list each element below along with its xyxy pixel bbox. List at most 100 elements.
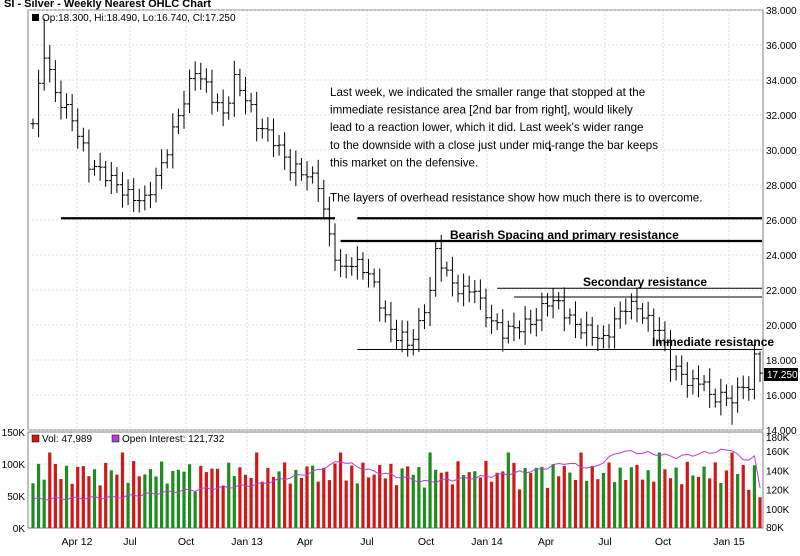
ohlc-bar xyxy=(500,309,506,352)
date-tick-label: Oct xyxy=(418,536,434,548)
ohlc-bar xyxy=(623,298,629,325)
ohlc-bar xyxy=(438,234,444,282)
volume-bar xyxy=(512,462,516,528)
oi-legend-swatch xyxy=(111,434,120,443)
ohlc-bar xyxy=(522,305,528,345)
ohlc-bar xyxy=(254,91,260,142)
ohlc-bar xyxy=(215,93,221,112)
ohlc-bar xyxy=(701,375,707,392)
date-tick-label: Apr xyxy=(297,536,314,548)
ohlc-bar xyxy=(203,68,209,93)
volume-bar xyxy=(579,452,583,528)
ohlc-bar xyxy=(656,317,662,344)
date-tick-label: Apr 12 xyxy=(62,536,93,548)
ohlc-bar xyxy=(248,92,254,113)
volume-bar xyxy=(199,465,203,528)
volume-bar xyxy=(294,469,298,528)
ohlc-bar xyxy=(298,158,304,181)
ohlc-open: Op:18.300 xyxy=(42,13,89,24)
ohlc-bar xyxy=(349,257,355,276)
ohlc-bar xyxy=(220,89,226,127)
ohlc-bar xyxy=(30,118,36,129)
volume-tick-label: 150K xyxy=(2,428,26,439)
ohlc-bar xyxy=(382,300,388,323)
ohlc-bar xyxy=(640,303,646,324)
ohlc-bar xyxy=(103,161,109,187)
annotation-line: The layers of overhead resistance show h… xyxy=(330,192,702,205)
ohlc-bar xyxy=(388,301,394,343)
volume-bar xyxy=(422,487,427,528)
date-tick-label: Jan 15 xyxy=(713,536,745,548)
date-tick-label: Jan 14 xyxy=(471,536,503,548)
ohlc-bar xyxy=(198,62,204,90)
ohlc-bar xyxy=(243,76,249,115)
ohlc-bar xyxy=(114,167,120,193)
ohlc-bar xyxy=(92,159,98,176)
ohlc-bar xyxy=(489,304,495,334)
volume-bar xyxy=(232,476,236,528)
volume-bar xyxy=(406,466,410,528)
volume-bar xyxy=(624,479,628,528)
volume-bar xyxy=(210,468,214,528)
ohlc-bar xyxy=(153,167,159,203)
volume-bar xyxy=(540,466,544,528)
volume-bar xyxy=(724,470,729,528)
ohlc-bar xyxy=(483,288,489,328)
ohlc-bar xyxy=(679,355,685,386)
ohlc-bar xyxy=(735,377,741,413)
volume-bar xyxy=(478,477,482,528)
ohlc-bar xyxy=(751,343,757,400)
volume-bar xyxy=(568,472,572,528)
ohlc-bar xyxy=(595,324,601,352)
price-tick-label: 22.000 xyxy=(766,286,797,297)
volume-bar xyxy=(176,469,180,528)
resistance-lines: Bearish Spacing and primary resistance Se… xyxy=(60,217,774,350)
ohlc-bar xyxy=(175,108,181,134)
ohlc-bar xyxy=(97,152,103,181)
ohlc-bar xyxy=(36,69,42,138)
volume-bar xyxy=(696,476,701,528)
volume-bar xyxy=(400,468,404,528)
oi-tick-label: 180K xyxy=(766,433,790,444)
annotation-dot xyxy=(549,148,551,151)
ohlc-bar xyxy=(690,369,696,395)
volume-bar xyxy=(758,497,762,528)
ohlc-bar xyxy=(310,166,316,184)
ohlc-bar xyxy=(86,129,92,183)
ohlc-bar xyxy=(265,117,271,142)
volume-bar xyxy=(215,468,220,528)
volume-bar xyxy=(529,473,533,528)
volume-bar xyxy=(115,474,119,528)
volume-bar xyxy=(495,472,499,528)
volume-bar xyxy=(708,478,712,528)
volume-bar xyxy=(517,489,522,528)
ohlc-bar xyxy=(410,329,416,356)
ohlc-bar xyxy=(740,375,746,400)
volume-bar xyxy=(657,452,661,528)
volume-bar xyxy=(271,476,276,528)
volume-bar xyxy=(674,467,678,528)
volume-bar xyxy=(350,465,354,528)
ohlc-bar xyxy=(41,18,47,91)
volume-bar xyxy=(260,481,264,528)
volume-bar xyxy=(506,452,510,528)
price-tick-label: 36.000 xyxy=(766,41,797,52)
volume-bar xyxy=(730,452,734,528)
ohlc-bar xyxy=(533,308,539,337)
ohlc-bar xyxy=(695,365,701,398)
ohlc-bar xyxy=(405,320,411,357)
volume-bar xyxy=(338,452,343,528)
volume-bar xyxy=(752,465,757,528)
volume-bar xyxy=(383,478,387,528)
ohlc-bar xyxy=(589,316,595,346)
open-interest-line xyxy=(32,448,761,501)
volume-bar xyxy=(165,483,169,528)
price-tick-label: 28.000 xyxy=(766,181,797,192)
ohlc-bar xyxy=(399,320,405,353)
volume-bar xyxy=(557,476,561,528)
volume-bar xyxy=(378,465,382,528)
oi-tick-label: 140K xyxy=(766,466,790,477)
ohlc-bar xyxy=(332,223,338,271)
annotation-line: this market on the defensive. xyxy=(330,156,478,169)
ohlc-bar xyxy=(338,249,344,278)
